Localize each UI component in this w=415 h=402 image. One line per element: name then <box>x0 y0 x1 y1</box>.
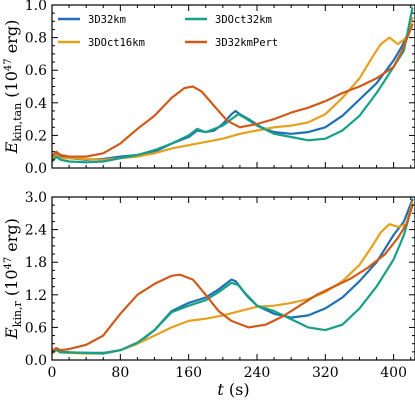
series-line-3d32kmpert <box>52 23 414 158</box>
series-line-3doct32km <box>52 204 414 355</box>
x-tick-label: 0 <box>48 365 57 381</box>
x-tick-label: 80 <box>111 365 129 381</box>
series-line-3doct16km <box>52 16 414 161</box>
y-tick-label: 0.0 <box>25 353 47 369</box>
y-tick-label: 0.6 <box>25 63 47 79</box>
x-tick-label: 320 <box>312 365 339 381</box>
y-tick-label: 2.4 <box>25 223 47 239</box>
x-tick-label: 240 <box>244 365 271 381</box>
y-tick-label: 1.8 <box>25 255 47 271</box>
y-tick-label: 0.4 <box>25 96 47 112</box>
x-label-units: (s) <box>224 380 250 399</box>
legend-label: 3DOct32km <box>215 14 272 26</box>
series-line-3doct32km <box>52 7 414 164</box>
panel-bottom: 0.0 0.6 1.2 1.8 2.4 3.0 0 80 160 240 320 400 Ekin,r … <box>2 190 415 399</box>
legend-label: 3DOct16km <box>88 37 145 49</box>
y-label-sub: kin,r <box>11 300 24 327</box>
y-axis-label: Ekin,r (1047 erg) <box>2 218 24 340</box>
y-tick-label: 0.0 <box>25 161 47 177</box>
y-label-main: E <box>2 327 21 340</box>
y-tick-label: 1.0 <box>25 0 47 14</box>
legend: 3D32km 3DOct16km 3DOct32km 3D32kmPert <box>58 14 278 49</box>
legend-label: 3D32km <box>88 14 126 26</box>
y-label-units-post: erg) <box>2 20 21 59</box>
y-tick-label: 1.2 <box>25 288 47 304</box>
x-label-main: t <box>217 380 224 399</box>
y-tick-label: 0.6 <box>25 320 47 336</box>
y-tick-label: 0.2 <box>25 128 47 144</box>
legend-label: 3D32kmPert <box>215 37 278 49</box>
x-tick-label: 160 <box>175 365 202 381</box>
series-group <box>52 198 414 355</box>
y-label-exponent: 47 <box>3 58 14 71</box>
x-tick-label: 400 <box>380 365 407 381</box>
series-line-3d32km <box>52 198 414 354</box>
y-tick-label: 0.8 <box>25 31 47 47</box>
x-axis-label: t (s) <box>217 380 249 399</box>
y-label-sub: kin,tan <box>11 103 24 142</box>
series-group <box>52 7 414 164</box>
series-line-3d32kmpert <box>52 204 414 352</box>
y-tick-label: 3.0 <box>25 190 47 206</box>
y-label-units: (10 <box>2 71 21 103</box>
y-axis-label: Ekin,tan (1047 erg) <box>2 20 24 155</box>
y-label-main: E <box>2 141 21 154</box>
y-label-exponent: 47 <box>3 257 14 270</box>
y-label-units: (10 <box>2 270 21 302</box>
y-label-units-post: erg) <box>2 218 21 257</box>
